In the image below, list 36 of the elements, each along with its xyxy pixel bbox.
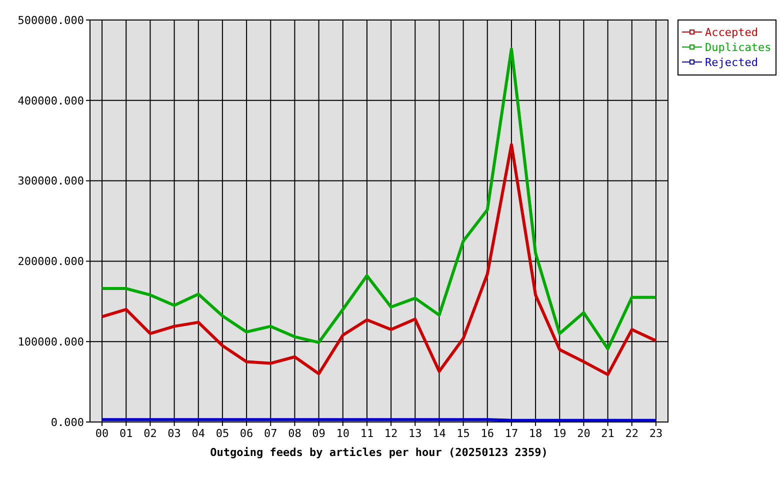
y-tick-label: 500000.000: [18, 14, 84, 27]
x-tick-label: 11: [360, 427, 374, 440]
legend-label: Rejected: [705, 56, 758, 69]
x-tick-label: 09: [312, 427, 326, 440]
y-tick-label: 200000.000: [18, 255, 84, 268]
x-tick-label: 07: [264, 427, 278, 440]
x-tick-label: 23: [649, 427, 663, 440]
y-tick-label: 0.000: [50, 416, 84, 429]
x-tick-label: 05: [216, 427, 230, 440]
x-tick-label: 02: [144, 427, 157, 440]
x-tick-label: 10: [336, 427, 350, 440]
x-tick-label: 20: [577, 427, 590, 440]
legend-label: Duplicates: [705, 40, 772, 54]
y-tick-label: 400000.000: [18, 94, 84, 108]
x-tick-label: 04: [192, 427, 206, 440]
x-tick-label: 03: [168, 427, 181, 440]
x-tick-label: 14: [432, 427, 446, 440]
x-tick-label: 18: [528, 427, 542, 440]
x-tick-label: 16: [480, 427, 494, 440]
x-tick-label: 19: [553, 427, 566, 440]
x-axis-title: Outgoing feeds by articles per hour (20250123 2359): [210, 446, 548, 459]
x-tick-label: 12: [384, 427, 398, 440]
x-tick-label: 00: [95, 427, 109, 440]
legend-label: Accepted: [705, 26, 758, 39]
x-tick-label: 17: [504, 427, 518, 440]
x-tick-label: 22: [625, 427, 638, 440]
y-tick-label: 300000.000: [18, 174, 84, 188]
x-tick-label: 21: [601, 427, 614, 440]
x-tick-label: 15: [456, 427, 470, 440]
y-tick-label: 100000.000: [18, 335, 84, 348]
x-tick-label: 08: [288, 427, 302, 440]
x-tick-label: 06: [240, 427, 254, 440]
x-tick-label: 01: [120, 427, 133, 440]
line-series: [100, 47, 658, 350]
x-tick-label: 13: [408, 427, 422, 440]
line-series: [100, 143, 658, 376]
